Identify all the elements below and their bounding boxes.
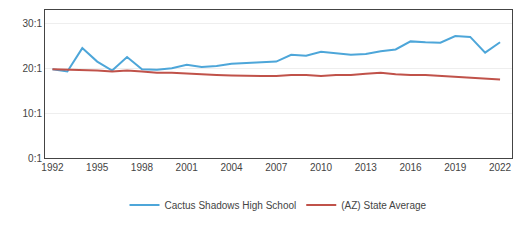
svg-text:10:1: 10:1 <box>23 108 43 119</box>
svg-text:0:1: 0:1 <box>28 153 42 164</box>
svg-text:1998: 1998 <box>131 162 154 173</box>
svg-text:2013: 2013 <box>355 162 378 173</box>
svg-text:(AZ) State Average: (AZ) State Average <box>341 200 426 211</box>
svg-text:2010: 2010 <box>310 162 333 173</box>
svg-text:2022: 2022 <box>489 162 512 173</box>
svg-text:Cactus Shadows High School: Cactus Shadows High School <box>165 200 297 211</box>
svg-text:2007: 2007 <box>265 162 288 173</box>
svg-text:20:1: 20:1 <box>23 63 43 74</box>
svg-text:1992: 1992 <box>41 162 64 173</box>
svg-text:2004: 2004 <box>220 162 243 173</box>
svg-text:30:1: 30:1 <box>23 18 43 29</box>
svg-text:2016: 2016 <box>399 162 422 173</box>
svg-text:2001: 2001 <box>176 162 199 173</box>
svg-text:1995: 1995 <box>86 162 109 173</box>
svg-text:2019: 2019 <box>444 162 467 173</box>
